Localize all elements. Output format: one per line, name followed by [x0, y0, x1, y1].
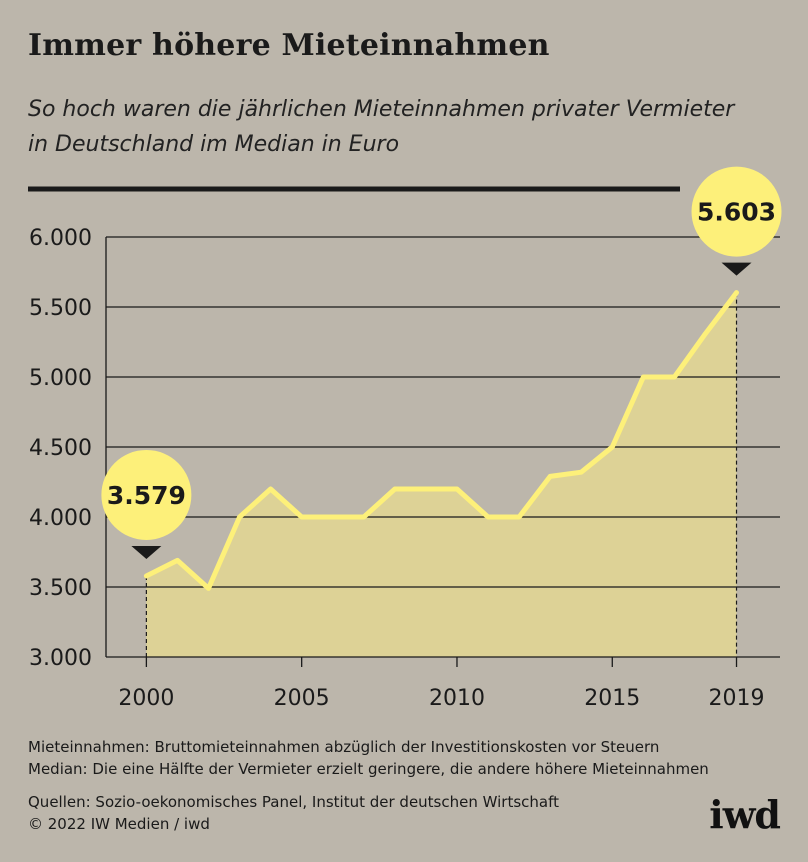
y-tick-label: 4.500	[29, 436, 92, 461]
callout-label: 3.579	[107, 481, 186, 510]
callout-bubble	[101, 449, 192, 540]
source-line: Quellen: Sozio-oekonomisches Panel, Inst…	[28, 793, 560, 811]
x-tick-label: 2015	[584, 686, 640, 711]
copyright-line: © 2022 IW Medien / iwd	[28, 815, 210, 833]
x-tick-label: 2005	[274, 686, 330, 711]
series-line	[143, 290, 740, 591]
y-tick-label: 4.000	[29, 506, 92, 531]
note-definition-rent: Mieteinnahmen: Bruttomieteinnahmen abzüg…	[28, 738, 660, 756]
callout-bubble	[691, 166, 782, 257]
y-tick-label: 6.000	[29, 226, 92, 251]
callout-label: 5.603	[697, 198, 776, 227]
x-tick-label: 2010	[429, 686, 485, 711]
chart-notes: Mieteinnahmen: Bruttomieteinnahmen abzüg…	[28, 736, 709, 780]
y-tick-label: 3.000	[29, 646, 92, 671]
chart-sources: Quellen: Sozio-oekonomisches Panel, Inst…	[28, 791, 559, 835]
iwd-logo: iwd	[709, 792, 781, 837]
note-definition-median: Median: Die eine Hälfte der Vermieter er…	[28, 760, 709, 778]
y-tick-label: 5.000	[29, 366, 92, 391]
callout-pointer	[131, 545, 162, 559]
y-tick-label: 5.500	[29, 296, 92, 321]
y-tick-label: 3.500	[29, 576, 92, 601]
chart-subtitle: So hoch waren die jährlichen Mieteinnahm…	[28, 97, 735, 157]
area-fill	[146, 292, 737, 657]
x-tick-label: 2019	[709, 686, 765, 711]
callout-pointer	[721, 262, 752, 276]
x-tick-label: 2000	[118, 686, 174, 711]
chart-title: Immer höhere Mieteinnahmen	[28, 28, 550, 63]
